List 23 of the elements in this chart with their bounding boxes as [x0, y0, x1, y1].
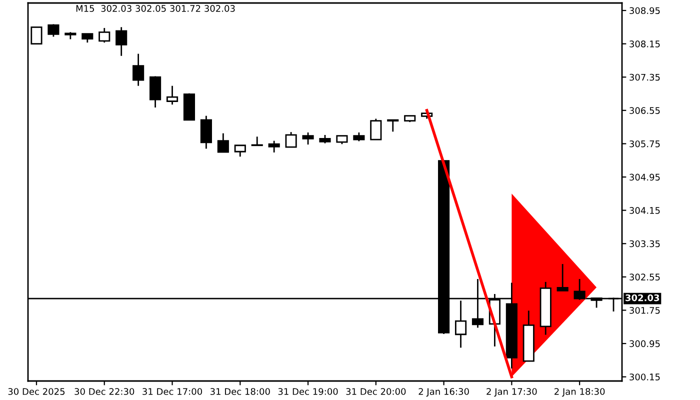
x-tick-label: 31 Dec 18:00 [210, 388, 270, 395]
y-tick-label: 304.15 [630, 207, 660, 214]
y-tick-label: 305.75 [630, 140, 660, 148]
y-tick-label: 302.55 [630, 274, 660, 280]
y-tick-label: 304.95 [630, 174, 660, 181]
x-tick-label: 2 Jan 17:30 [486, 388, 537, 397]
x-tick-label: 31 Dec 19:00 [278, 388, 338, 395]
chart-title: M15 302.03 302.05 301.72 302.03 [76, 5, 235, 12]
y-tick-label: 301.75 [630, 306, 660, 314]
y-tick-label: 303.35 [630, 240, 660, 248]
y-tick-label: 300.15 [630, 374, 660, 380]
y-tick-label: 307.35 [630, 74, 660, 81]
x-tick-label: 2 Jan 18:30 [554, 388, 605, 397]
x-tick-label: 30 Dec 2025 [8, 388, 65, 395]
y-tick-label: 300.95 [630, 340, 660, 348]
y-tick-label: 308.95 [630, 7, 660, 14]
y-tick-label: 306.55 [630, 107, 660, 114]
x-tick-label: 2 Jan 16:30 [418, 388, 469, 397]
x-tick-label: 31 Dec 20:00 [346, 388, 406, 395]
x-tick-label: 31 Dec 17:00 [142, 388, 202, 395]
x-tick-label: 30 Dec 22:30 [74, 388, 134, 395]
y-tick-label: 308.15 [630, 40, 660, 48]
ref-line-label: 302.03 [626, 294, 660, 302]
